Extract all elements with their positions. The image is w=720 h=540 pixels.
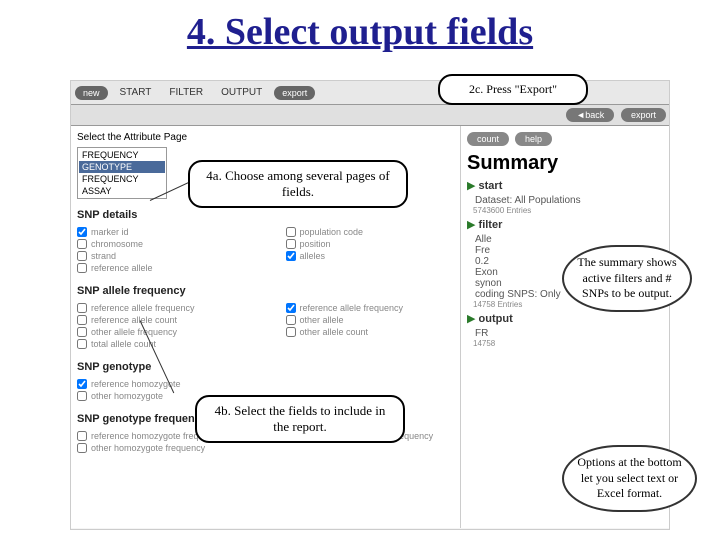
- cloud-summary: The summary shows active filters and # S…: [562, 245, 692, 312]
- field-checkbox[interactable]: reference allele frequency: [286, 303, 455, 313]
- allele-label: Alle: [475, 234, 663, 245]
- section-header: SNP genotype: [77, 361, 454, 373]
- dropdown-option[interactable]: ASSAY: [79, 185, 165, 197]
- export-button-2[interactable]: export: [621, 108, 666, 122]
- field-label: reference allele: [91, 263, 153, 273]
- checkbox-input[interactable]: [77, 327, 87, 337]
- attribute-dropdown[interactable]: FREQUENCYGENOTYPEFREQUENCYASSAY: [77, 147, 167, 199]
- field-checkbox[interactable]: reference allele count: [77, 315, 246, 325]
- checkbox-input[interactable]: [77, 227, 87, 237]
- field-label: other allele count: [300, 327, 369, 337]
- callout-4a: 4a. Choose among several pages of fields…: [188, 160, 408, 208]
- attribute-page-label: Select the Attribute Page: [77, 132, 454, 143]
- field-checkbox[interactable]: population code: [286, 227, 455, 237]
- help-button[interactable]: help: [515, 132, 552, 146]
- field-label: other allele: [300, 315, 344, 325]
- field-checkbox[interactable]: reference homozygote: [77, 379, 246, 389]
- entries-count-3: 14758: [473, 339, 663, 348]
- checkbox-input[interactable]: [286, 239, 296, 249]
- checkbox-input[interactable]: [77, 251, 87, 261]
- slide-title: 4. Select output fields: [0, 0, 720, 56]
- entries-count-1: 5743600 Entries: [473, 206, 663, 215]
- field-checkbox[interactable]: other allele frequency: [77, 327, 246, 337]
- section-header: SNP allele frequency: [77, 285, 454, 297]
- summary-title: Summary: [467, 152, 663, 175]
- start-link[interactable]: START: [114, 85, 158, 100]
- dropdown-option[interactable]: GENOTYPE: [79, 161, 165, 173]
- field-label: reference allele frequency: [91, 303, 195, 313]
- field-label: other homozygote: [91, 391, 163, 401]
- field-label: reference allele frequency: [300, 303, 404, 313]
- field-checkbox[interactable]: alleles: [286, 251, 455, 261]
- checkbox-input[interactable]: [286, 251, 296, 261]
- checkbox-input[interactable]: [286, 227, 296, 237]
- checkbox-input[interactable]: [286, 303, 296, 313]
- start-label: start: [479, 180, 503, 192]
- field-label: other allele frequency: [91, 327, 177, 337]
- dropdown-option[interactable]: FREQUENCY: [79, 149, 165, 161]
- field-label: reference allele count: [91, 315, 177, 325]
- field-label: marker id: [91, 227, 129, 237]
- output-label: output: [479, 313, 513, 325]
- field-checkbox[interactable]: position: [286, 239, 455, 249]
- checkbox-input[interactable]: [77, 263, 87, 273]
- fr-label: FR: [475, 328, 663, 339]
- checkbox-input[interactable]: [77, 431, 87, 441]
- checkbox-input[interactable]: [77, 315, 87, 325]
- checkbox-input[interactable]: [77, 443, 87, 453]
- subbar: ◄back export: [71, 105, 669, 126]
- checkbox-input[interactable]: [77, 391, 87, 401]
- output-link[interactable]: OUTPUT: [215, 85, 268, 100]
- field-label: chromosome: [91, 239, 143, 249]
- checkbox-input[interactable]: [77, 339, 87, 349]
- field-checkbox[interactable]: marker id: [77, 227, 246, 237]
- field-checkbox[interactable]: other homozygote frequency: [77, 443, 246, 453]
- count-button[interactable]: count: [467, 132, 509, 146]
- callout-2c: 2c. Press "Export": [438, 74, 588, 105]
- cloud-options: Options at the bottom let you select tex…: [562, 445, 697, 512]
- field-label: other homozygote frequency: [91, 443, 205, 453]
- field-checkbox[interactable]: strand: [77, 251, 246, 261]
- new-button[interactable]: new: [75, 86, 108, 100]
- filter-link[interactable]: FILTER: [163, 85, 209, 100]
- callout-4b: 4b. Select the fields to include in the …: [195, 395, 405, 443]
- field-checkbox[interactable]: reference allele: [77, 263, 246, 273]
- chevron-right-icon: ▶: [467, 313, 475, 325]
- field-label: alleles: [300, 251, 326, 261]
- field-label: strand: [91, 251, 116, 261]
- checkbox-input[interactable]: [77, 303, 87, 313]
- checkbox-input[interactable]: [77, 239, 87, 249]
- filter-label: filter: [479, 219, 503, 231]
- export-button[interactable]: export: [274, 86, 315, 100]
- chevron-right-icon: ▶: [467, 180, 475, 192]
- dataset-label: Dataset: All Populations: [475, 195, 663, 206]
- checkbox-input[interactable]: [286, 315, 296, 325]
- chevron-right-icon: ▶: [467, 219, 475, 231]
- checkbox-input[interactable]: [77, 379, 87, 389]
- back-button[interactable]: ◄back: [566, 108, 614, 122]
- field-checkbox[interactable]: other allele count: [286, 327, 455, 337]
- field-checkbox[interactable]: total allele count: [77, 339, 246, 349]
- field-label: population code: [300, 227, 364, 237]
- field-label: total allele count: [91, 339, 156, 349]
- field-label: position: [300, 239, 331, 249]
- field-checkbox[interactable]: reference allele frequency: [77, 303, 246, 313]
- field-checkbox[interactable]: chromosome: [77, 239, 246, 249]
- dropdown-option[interactable]: FREQUENCY: [79, 173, 165, 185]
- checkbox-input[interactable]: [286, 327, 296, 337]
- field-checkbox[interactable]: other allele: [286, 315, 455, 325]
- section-header: SNP details: [77, 209, 454, 221]
